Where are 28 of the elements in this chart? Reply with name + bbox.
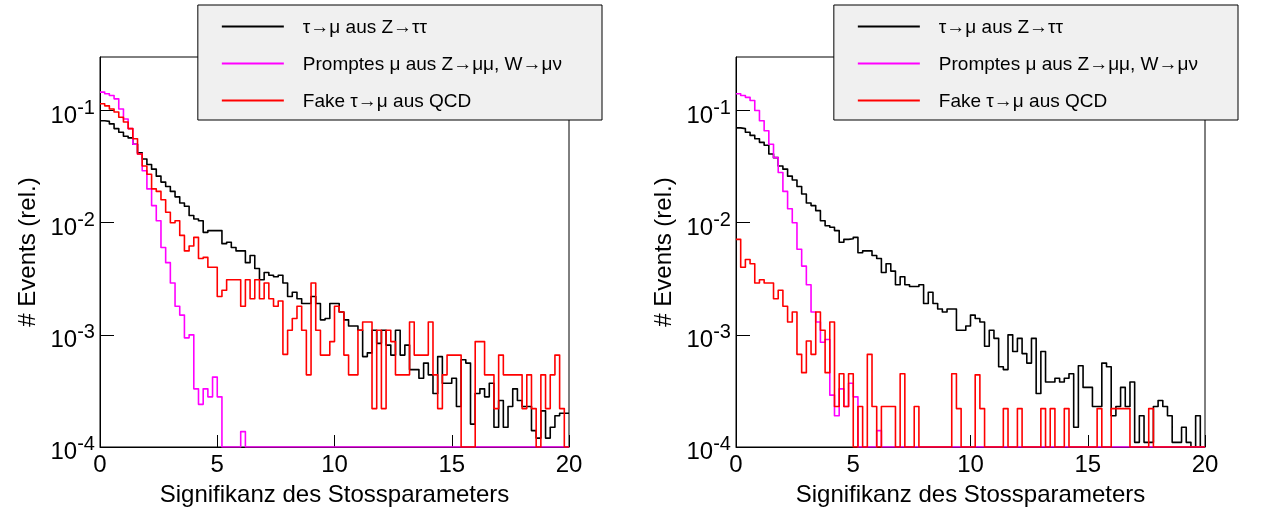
x-tick-label: 0	[729, 450, 743, 477]
x-tick-label: 5	[846, 450, 860, 477]
legend-label: Promptes μ aus Z→μμ, W→μν	[938, 53, 1199, 74]
y-tick-label: 10$^{-4}$	[50, 431, 95, 464]
y-tick-label: 10$^{-3}$	[50, 318, 95, 352]
legend-label: Fake τ→μ aus QCD	[302, 90, 472, 111]
x-axis-title: Signifikanz des Stossparameters	[159, 479, 510, 507]
x-tick-label: 10	[957, 450, 984, 477]
x-tick-label: 0	[93, 450, 107, 477]
legend-label: τ→μ aus Z→ττ	[938, 16, 1064, 37]
legend-label: Fake τ→μ aus QCD	[938, 90, 1108, 111]
legend-label: Promptes μ aus Z→μμ, W→μν	[302, 53, 563, 74]
y-axis-title: # Events (rel.)	[12, 177, 40, 327]
y-tick-label: 10$^{-2}$	[50, 206, 95, 240]
x-tick-label: 20	[555, 450, 583, 477]
legend-label: τ→μ aus Z→ττ	[302, 16, 428, 37]
x-tick-label: 10	[321, 450, 348, 477]
y-tick-label: 10$^{-1}$	[50, 94, 95, 128]
y-axis-title: # Events (rel.)	[648, 177, 676, 327]
y-tick-label: 10$^{-4}$	[686, 431, 731, 464]
x-tick-label: 15	[1074, 450, 1102, 477]
x-tick-label: 15	[438, 450, 466, 477]
x-tick-label: 5	[210, 450, 224, 477]
y-tick-label: 10$^{-1}$	[686, 94, 731, 128]
y-tick-label: 10$^{-3}$	[686, 318, 731, 352]
x-axis-title: Signifikanz des Stossparameters	[795, 479, 1146, 507]
x-tick-label: 20	[1191, 450, 1219, 477]
y-tick-label: 10$^{-2}$	[686, 206, 731, 240]
